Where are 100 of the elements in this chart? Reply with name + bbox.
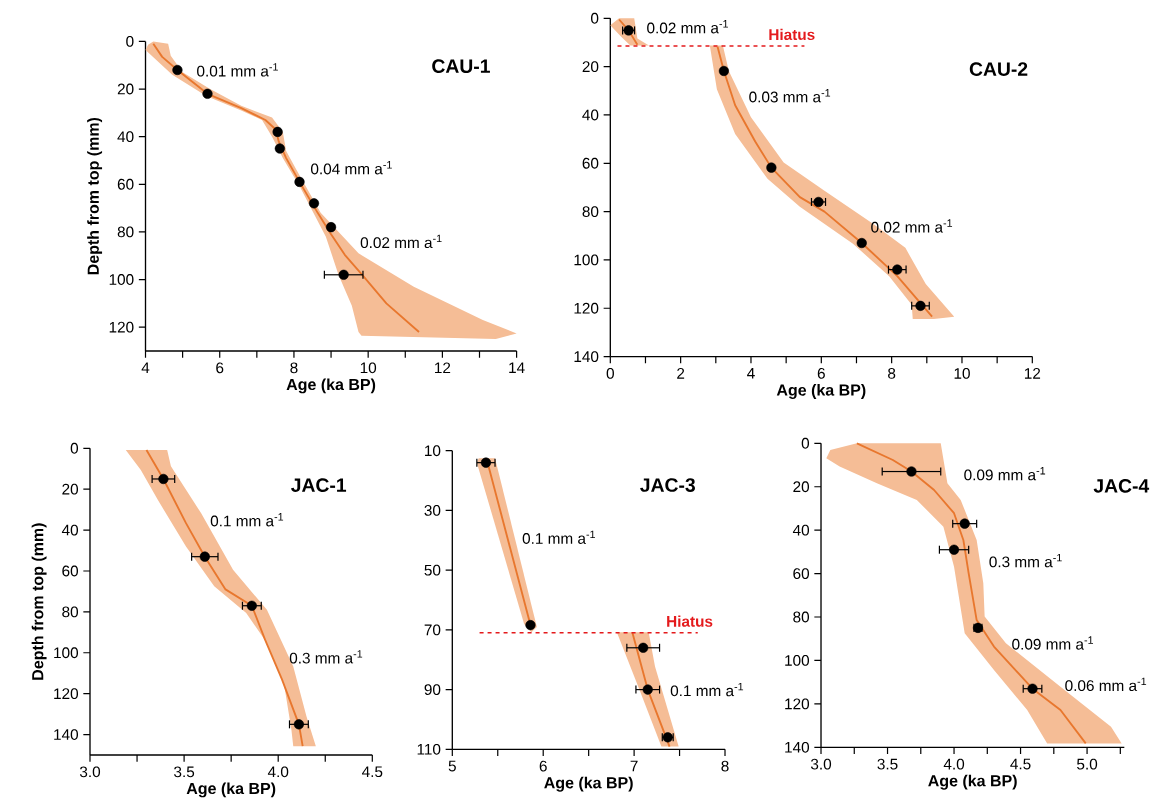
x-tick-label: 3.0	[79, 766, 101, 778]
x-tick-label: 12	[435, 362, 451, 374]
annotation: 0.09 mm a$^{-1}$	[964, 467, 1046, 481]
y-tick-label: 60	[117, 178, 134, 190]
x-tick-label: 6	[817, 367, 825, 379]
annotation: 0.3 mm a$^{-1}$	[289, 650, 363, 664]
x-tick-label: 4.0	[267, 766, 289, 778]
x-tick-label: 4.5	[1010, 758, 1031, 770]
y-tick-label: 100	[574, 254, 599, 266]
x-axis-title: Age (ka BP)	[544, 776, 633, 792]
y-tick-label: 50	[424, 564, 441, 576]
y-tick-label: 100	[785, 655, 810, 666]
annotation: 0.1 mm a$^{-1}$	[210, 513, 284, 527]
x-tick-label: 6	[216, 362, 224, 374]
x-tick-label: 7	[630, 760, 638, 772]
text: CAU-2	[969, 62, 1028, 76]
x-tick-label: 3.5	[877, 758, 898, 770]
x-tick-label: 6	[539, 760, 547, 772]
text: JAC-3	[640, 478, 695, 492]
point	[274, 143, 285, 154]
x-tick-label: 10	[954, 367, 970, 379]
annotation: 0.1 mm a$^{-1}$	[670, 682, 744, 697]
annotation: 0.02 mm a$^{-1}$	[360, 234, 442, 249]
x-tick-label: 8	[888, 367, 896, 379]
ref-line-label: Hiatus	[769, 28, 815, 41]
x-tick-label: 4.5	[362, 766, 383, 778]
y-tick-label: 140	[54, 729, 79, 740]
y-tick-label: 40	[792, 524, 810, 536]
x-tick-label: 5	[448, 760, 456, 772]
annotation: 0.06 mm a$^{-1}$	[1065, 677, 1147, 692]
x-tick-label: 12	[1024, 367, 1041, 379]
annotation: 0.02 mm a$^{-1}$	[647, 20, 728, 34]
point	[202, 88, 213, 99]
x-tick-label: 10	[360, 362, 377, 374]
annotation: 0.09 mm a$^{-1}$	[1012, 636, 1094, 650]
y-tick-label: 80	[62, 606, 79, 618]
text: JAC-1	[291, 478, 347, 492]
y-tick-label: 20	[62, 483, 79, 495]
x-tick-label: 8	[290, 362, 298, 374]
y-tick-label: 110	[417, 743, 441, 755]
annotation: 0.04 mm a$^{-1}$	[311, 161, 392, 175]
y-tick-label: 70	[424, 624, 441, 636]
x-tick-label: 4	[141, 362, 150, 373]
x-tick-label: 2	[677, 367, 685, 379]
y-tick-label: 40	[117, 131, 134, 143]
x-tick-label: 5.0	[1077, 758, 1098, 770]
y-tick-label: 20	[582, 61, 599, 73]
ref-line-label: Hiatus	[667, 615, 713, 627]
annotation: 0.02 mm a$^{-1}$	[871, 219, 953, 233]
x-tick-label: 3.5	[174, 766, 195, 778]
y-tick-label: 60	[62, 565, 79, 577]
point	[172, 64, 183, 76]
annotation: 0.01 mm a$^{-1}$	[197, 63, 278, 77]
y-tick-label: 120	[785, 698, 810, 710]
annotation: 0.1 mm a$^{-1}$	[522, 530, 595, 544]
y-tick-label: 20	[117, 83, 134, 95]
text: CAU-1	[432, 59, 490, 74]
y-tick-label: 40	[61, 524, 79, 536]
y-tick-label: 120	[109, 321, 134, 333]
y-tick-label: 20	[793, 481, 810, 493]
y-axis-title: Depth from top (mm)	[31, 523, 47, 680]
y-tick-label: 140	[574, 351, 599, 363]
x-tick-label: 8	[721, 760, 729, 772]
annotation: 0.3 mm a$^{-1}$	[989, 553, 1062, 568]
line-series	[152, 42, 420, 333]
y-tick-label: 90	[424, 684, 441, 696]
y-tick-label: 30	[424, 504, 441, 516]
point	[294, 176, 305, 187]
text: JAC-4	[1093, 479, 1150, 493]
x-axis-title: Age (ka BP)	[928, 774, 1017, 790]
y-tick-label: 0	[801, 437, 810, 449]
y-tick-label: 0	[126, 35, 134, 47]
x-tick-label: 4	[747, 367, 755, 379]
point	[308, 198, 320, 209]
y-tick-label: 60	[793, 568, 810, 580]
y-tick-label: 0	[70, 442, 79, 454]
x-axis-title: Age (ka BP)	[776, 383, 866, 399]
x-tick-label: 3.0	[810, 758, 832, 770]
annotation: 0.03 mm a$^{-1}$	[749, 89, 831, 103]
y-tick-label: 80	[793, 611, 810, 623]
y-tick-label: 40	[582, 109, 599, 121]
point	[766, 162, 777, 173]
y-tick-label: 120	[54, 688, 79, 700]
x-axis-title: Age (ka BP)	[186, 782, 276, 798]
x-axis-title: Age (ka BP)	[286, 378, 376, 394]
x-tick-label: 14	[509, 362, 525, 373]
y-tick-label: 100	[54, 647, 79, 659]
y-tick-label: 80	[117, 226, 134, 238]
x-tick-label: 4.0	[943, 758, 965, 770]
y-tick-label: 100	[109, 274, 134, 285]
y-tick-label: 10	[425, 445, 441, 457]
x-tick-label: 0	[606, 367, 614, 379]
y-tick-label: 0	[591, 12, 599, 24]
point	[272, 126, 283, 137]
y-tick-label: 120	[574, 302, 599, 314]
point	[325, 222, 337, 233]
y-tick-label: 140	[785, 741, 810, 753]
point	[856, 237, 867, 249]
point	[525, 620, 536, 631]
y-tick-label: 60	[582, 157, 599, 169]
